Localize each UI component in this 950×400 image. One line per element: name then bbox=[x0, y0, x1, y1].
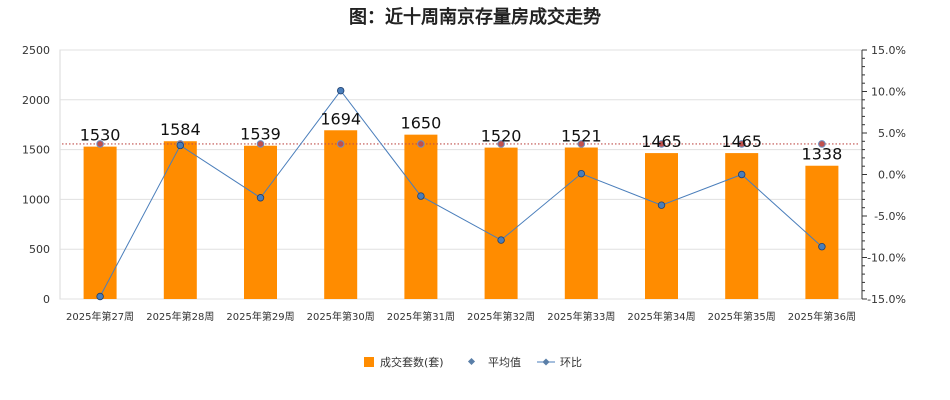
legend-label-average: 平均值 bbox=[488, 356, 521, 369]
average-point bbox=[657, 140, 666, 148]
bar bbox=[645, 153, 678, 299]
bar bbox=[484, 147, 518, 299]
x-tick-label: 2025年第32周 bbox=[467, 310, 535, 323]
legend-swatch-mom-marker bbox=[542, 358, 550, 366]
x-tick-label: 2025年第34周 bbox=[627, 310, 695, 323]
y-left-tick-label: 1500 bbox=[22, 144, 50, 157]
bar bbox=[404, 134, 438, 299]
mom-point bbox=[337, 86, 345, 95]
x-tick-label: 2025年第33周 bbox=[547, 310, 615, 323]
bar-data-label: 1465 bbox=[641, 132, 682, 151]
legend-label-mom: 环比 bbox=[560, 356, 582, 369]
average-point bbox=[336, 140, 345, 148]
average-point bbox=[818, 140, 826, 148]
y-right-tick-label: 15.0% bbox=[871, 44, 906, 57]
legend-swatch-average bbox=[467, 357, 476, 366]
mom-point bbox=[497, 236, 505, 244]
bar-layer bbox=[83, 130, 839, 299]
legend-swatch-bar bbox=[364, 357, 374, 367]
y-left-tick-label: 500 bbox=[29, 243, 50, 256]
average-point bbox=[417, 140, 425, 148]
average-point bbox=[577, 140, 586, 148]
y-left-tick-label: 1000 bbox=[22, 193, 50, 206]
y-left-tick-label: 0 bbox=[43, 293, 50, 306]
bar bbox=[324, 130, 358, 299]
data-label-layer: 1530 1584 1539 1694 1650 1520 1521 1465 1465 1338 bbox=[80, 109, 843, 163]
x-tick-label: 2025年第35周 bbox=[708, 310, 776, 323]
x-tick-label: 2025年第30周 bbox=[307, 310, 375, 323]
mom-line-layer bbox=[96, 86, 826, 301]
mom-point bbox=[176, 141, 184, 150]
x-tick-label: 2025年第36周 bbox=[788, 310, 856, 323]
bar-data-label: 1650 bbox=[401, 114, 442, 133]
bar bbox=[83, 146, 117, 299]
legend: 成交套数(套) 平均值 环比 bbox=[355, 350, 592, 374]
average-point bbox=[497, 140, 505, 148]
mom-point bbox=[738, 170, 746, 179]
bar-data-label: 1539 bbox=[240, 125, 281, 144]
bar-data-label: 1530 bbox=[80, 126, 121, 145]
y-right-tick-label: 0.0% bbox=[878, 169, 906, 182]
axis-layer: 0 500 1000 1500 2000 2500 -15.0% -10.0% -5.0% 0.0… bbox=[22, 44, 906, 323]
chart-title: 图：近十周南京存量房成交走势 bbox=[349, 6, 601, 28]
bar-data-label: 1521 bbox=[561, 127, 602, 146]
y-right-tick-label: -10.0% bbox=[867, 252, 906, 265]
average-point bbox=[737, 140, 746, 148]
mom-point bbox=[818, 243, 826, 251]
mom-point bbox=[657, 201, 666, 209]
mom-point bbox=[577, 169, 585, 178]
bar-data-label: 1694 bbox=[320, 109, 361, 128]
legend-label-bar: 成交套数(套) bbox=[380, 355, 444, 369]
bar-data-label: 1584 bbox=[160, 120, 201, 139]
mom-point bbox=[417, 192, 425, 200]
x-tick-label: 2025年第28周 bbox=[146, 310, 214, 323]
mom-point bbox=[96, 292, 104, 301]
x-tick-label: 2025年第29周 bbox=[226, 310, 294, 323]
mom-point bbox=[256, 194, 265, 202]
x-tick-label: 2025年第31周 bbox=[387, 310, 455, 323]
y-right-tick-label: 5.0% bbox=[878, 127, 906, 140]
average-point bbox=[256, 140, 265, 148]
average-point bbox=[96, 140, 104, 148]
mom-line bbox=[99, 89, 823, 297]
bar bbox=[805, 165, 839, 299]
x-tick-label: 2025年第27周 bbox=[66, 310, 134, 323]
y-left-tick-label: 2000 bbox=[22, 94, 50, 107]
bar bbox=[244, 145, 277, 299]
bar-data-label: 1520 bbox=[481, 127, 522, 146]
bar-data-label: 1465 bbox=[721, 132, 762, 151]
y-right-tick-label: 10.0% bbox=[871, 86, 906, 99]
bar bbox=[163, 141, 197, 299]
y-right-tick-label: -15.0% bbox=[867, 293, 906, 306]
y-left-tick-label: 2500 bbox=[22, 44, 50, 57]
bar-data-label: 1338 bbox=[802, 145, 843, 164]
y-right-tick-label: -5.0% bbox=[874, 210, 906, 223]
